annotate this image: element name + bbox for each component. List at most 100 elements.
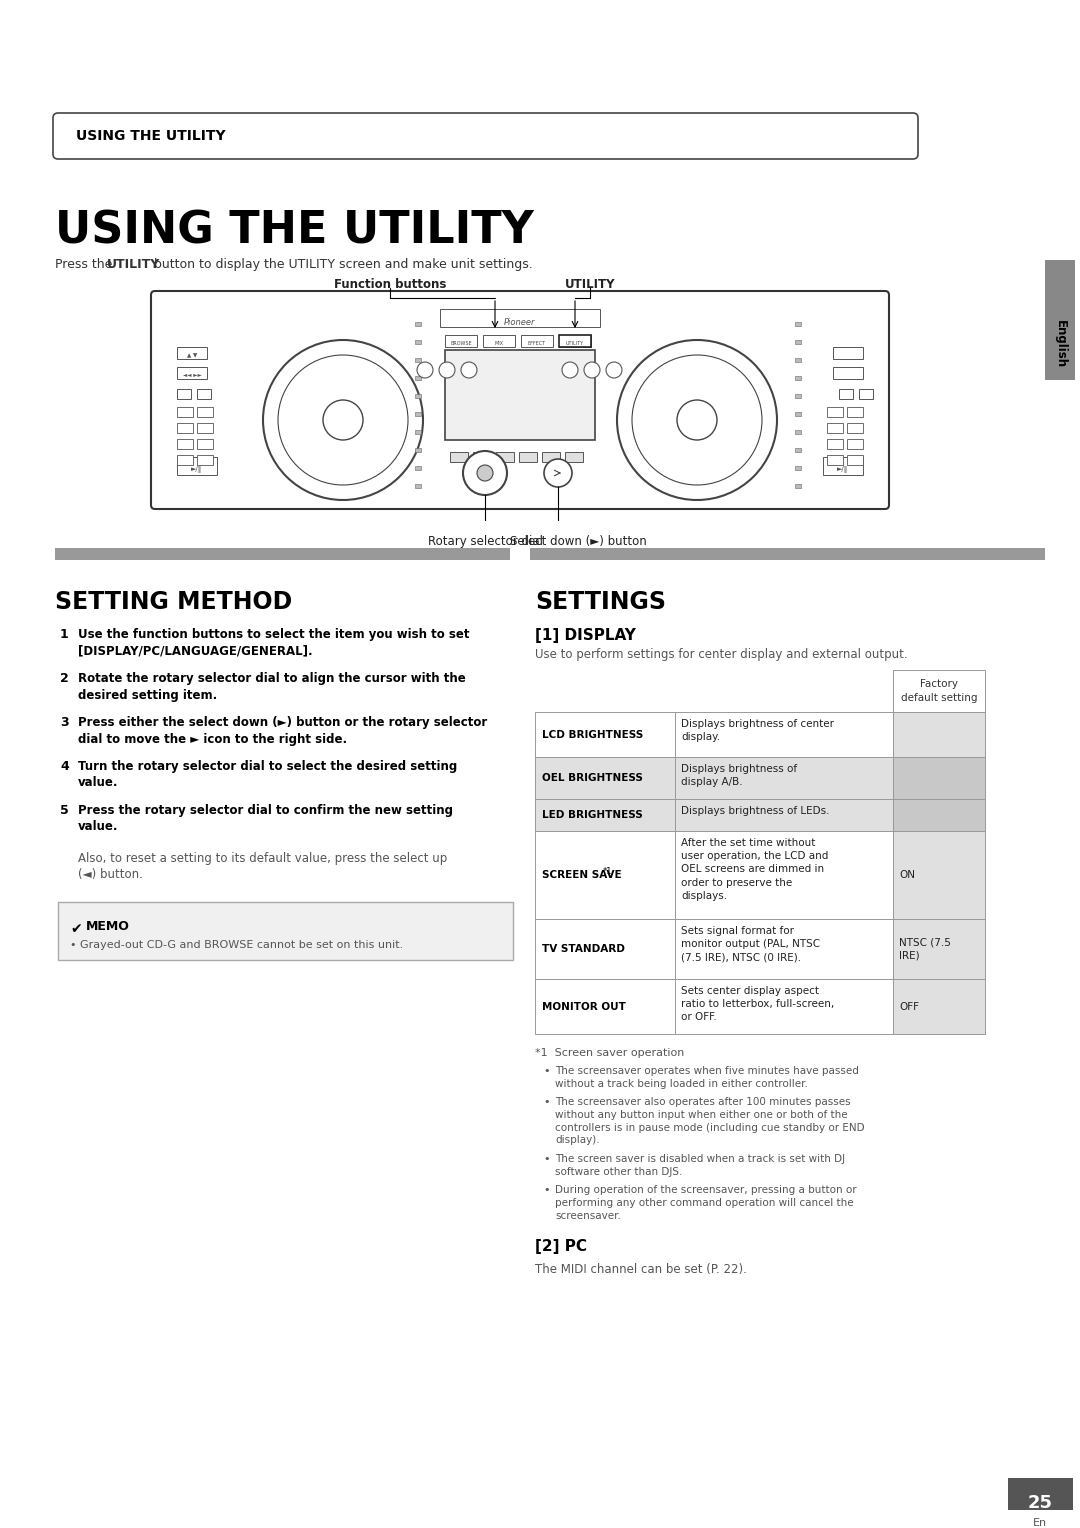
Bar: [177, 423, 193, 432]
Bar: [827, 455, 843, 465]
Text: The screensaver also operates after 100 minutes passes
without any button input : The screensaver also operates after 100 …: [555, 1097, 865, 1146]
Bar: [450, 452, 468, 461]
Bar: [893, 831, 985, 918]
Text: ✔: ✔: [70, 921, 82, 937]
Text: MIX: MIX: [495, 341, 503, 345]
Bar: [197, 439, 213, 449]
Bar: [847, 455, 863, 465]
Text: *1  Screen saver operation: *1 Screen saver operation: [535, 1048, 685, 1057]
Bar: [177, 406, 193, 417]
Text: UTILITY: UTILITY: [565, 278, 616, 290]
Bar: [675, 799, 893, 831]
Bar: [795, 429, 801, 434]
Bar: [823, 457, 863, 475]
Text: The MIDI channel can be set (P. 22).: The MIDI channel can be set (P. 22).: [535, 1264, 747, 1276]
Bar: [177, 457, 217, 475]
Bar: [483, 335, 515, 347]
Bar: [847, 406, 863, 417]
Circle shape: [323, 400, 363, 440]
Bar: [415, 341, 421, 344]
Text: 2: 2: [60, 672, 69, 685]
Bar: [535, 831, 675, 918]
Text: button to display the UTILITY screen and make unit settings.: button to display the UTILITY screen and…: [150, 258, 532, 270]
Bar: [542, 452, 561, 461]
Bar: [795, 394, 801, 397]
Bar: [1045, 260, 1075, 380]
Bar: [415, 394, 421, 397]
Bar: [795, 322, 801, 325]
Circle shape: [477, 465, 492, 481]
FancyBboxPatch shape: [151, 290, 889, 509]
Text: •: •: [543, 1186, 550, 1195]
Text: Use to perform settings for center display and external output.: Use to perform settings for center displ…: [535, 648, 907, 662]
Circle shape: [264, 341, 423, 500]
Bar: [415, 429, 421, 434]
FancyBboxPatch shape: [58, 902, 513, 960]
Bar: [839, 390, 853, 399]
Text: Use the function buttons to select the item you wish to set
[DISPLAY/PC/LANGUAGE: Use the function buttons to select the i…: [78, 628, 470, 657]
Text: During operation of the screensaver, pressing a button or
performing any other c: During operation of the screensaver, pre…: [555, 1186, 856, 1221]
Text: EFFECT: EFFECT: [528, 341, 546, 345]
Text: 4: 4: [60, 759, 69, 773]
Text: UTILITY: UTILITY: [107, 258, 160, 270]
Bar: [559, 335, 591, 347]
Bar: [559, 335, 591, 347]
Bar: [535, 712, 675, 756]
Bar: [415, 448, 421, 452]
Bar: [893, 669, 985, 712]
Bar: [177, 390, 191, 399]
Bar: [827, 423, 843, 432]
Bar: [521, 335, 553, 347]
Bar: [893, 712, 985, 756]
Bar: [675, 756, 893, 799]
Text: 5: 5: [60, 804, 69, 817]
Bar: [795, 358, 801, 362]
Circle shape: [632, 354, 762, 484]
Bar: [496, 452, 514, 461]
Text: The screen saver is disabled when a track is set with DJ
software other than DJS: The screen saver is disabled when a trac…: [555, 1154, 846, 1177]
Text: TV STANDARD: TV STANDARD: [542, 944, 625, 953]
Bar: [565, 452, 583, 461]
Bar: [177, 347, 207, 359]
Text: MONITOR OUT: MONITOR OUT: [542, 1001, 626, 1012]
Bar: [859, 390, 873, 399]
Text: Rotary selector dial: Rotary selector dial: [428, 535, 542, 549]
Text: The screensaver operates when five minutes have passed
without a track being loa: The screensaver operates when five minut…: [555, 1067, 859, 1089]
Text: English: English: [1053, 319, 1067, 368]
Text: Sets center display aspect
ratio to letterbox, full-screen,
or OFF.: Sets center display aspect ratio to lett…: [681, 986, 834, 1022]
Text: [1] DISPLAY: [1] DISPLAY: [535, 628, 636, 643]
Text: Displays brightness of center
display.: Displays brightness of center display.: [681, 720, 834, 743]
Text: *1: *1: [603, 866, 612, 876]
Bar: [445, 350, 595, 440]
Bar: [197, 390, 211, 399]
Bar: [1008, 1478, 1074, 1510]
Bar: [795, 484, 801, 487]
Text: LCD BRIGHTNESS: LCD BRIGHTNESS: [542, 729, 644, 740]
Bar: [833, 367, 863, 379]
Bar: [473, 452, 491, 461]
Text: •: •: [543, 1097, 550, 1106]
Text: OFF: OFF: [899, 1001, 919, 1012]
Bar: [847, 439, 863, 449]
Text: SETTING METHOD: SETTING METHOD: [55, 590, 293, 614]
Bar: [795, 341, 801, 344]
Text: •: •: [543, 1154, 550, 1164]
Text: • Grayed-out CD-G and BROWSE cannot be set on this unit.: • Grayed-out CD-G and BROWSE cannot be s…: [70, 940, 403, 950]
Bar: [440, 309, 600, 327]
Bar: [795, 466, 801, 471]
Bar: [535, 756, 675, 799]
Bar: [415, 376, 421, 380]
Text: En: En: [1032, 1517, 1048, 1528]
Bar: [893, 756, 985, 799]
Text: Select down (►) button: Select down (►) button: [510, 535, 646, 549]
Text: NTSC (7.5
IRE): NTSC (7.5 IRE): [899, 938, 950, 960]
Bar: [530, 549, 1045, 559]
Text: Displays brightness of
display A/B.: Displays brightness of display A/B.: [681, 764, 797, 787]
Bar: [795, 448, 801, 452]
Circle shape: [463, 451, 507, 495]
Bar: [415, 322, 421, 325]
Circle shape: [562, 362, 578, 377]
Bar: [415, 484, 421, 487]
Text: 25: 25: [1027, 1494, 1053, 1513]
Bar: [415, 358, 421, 362]
